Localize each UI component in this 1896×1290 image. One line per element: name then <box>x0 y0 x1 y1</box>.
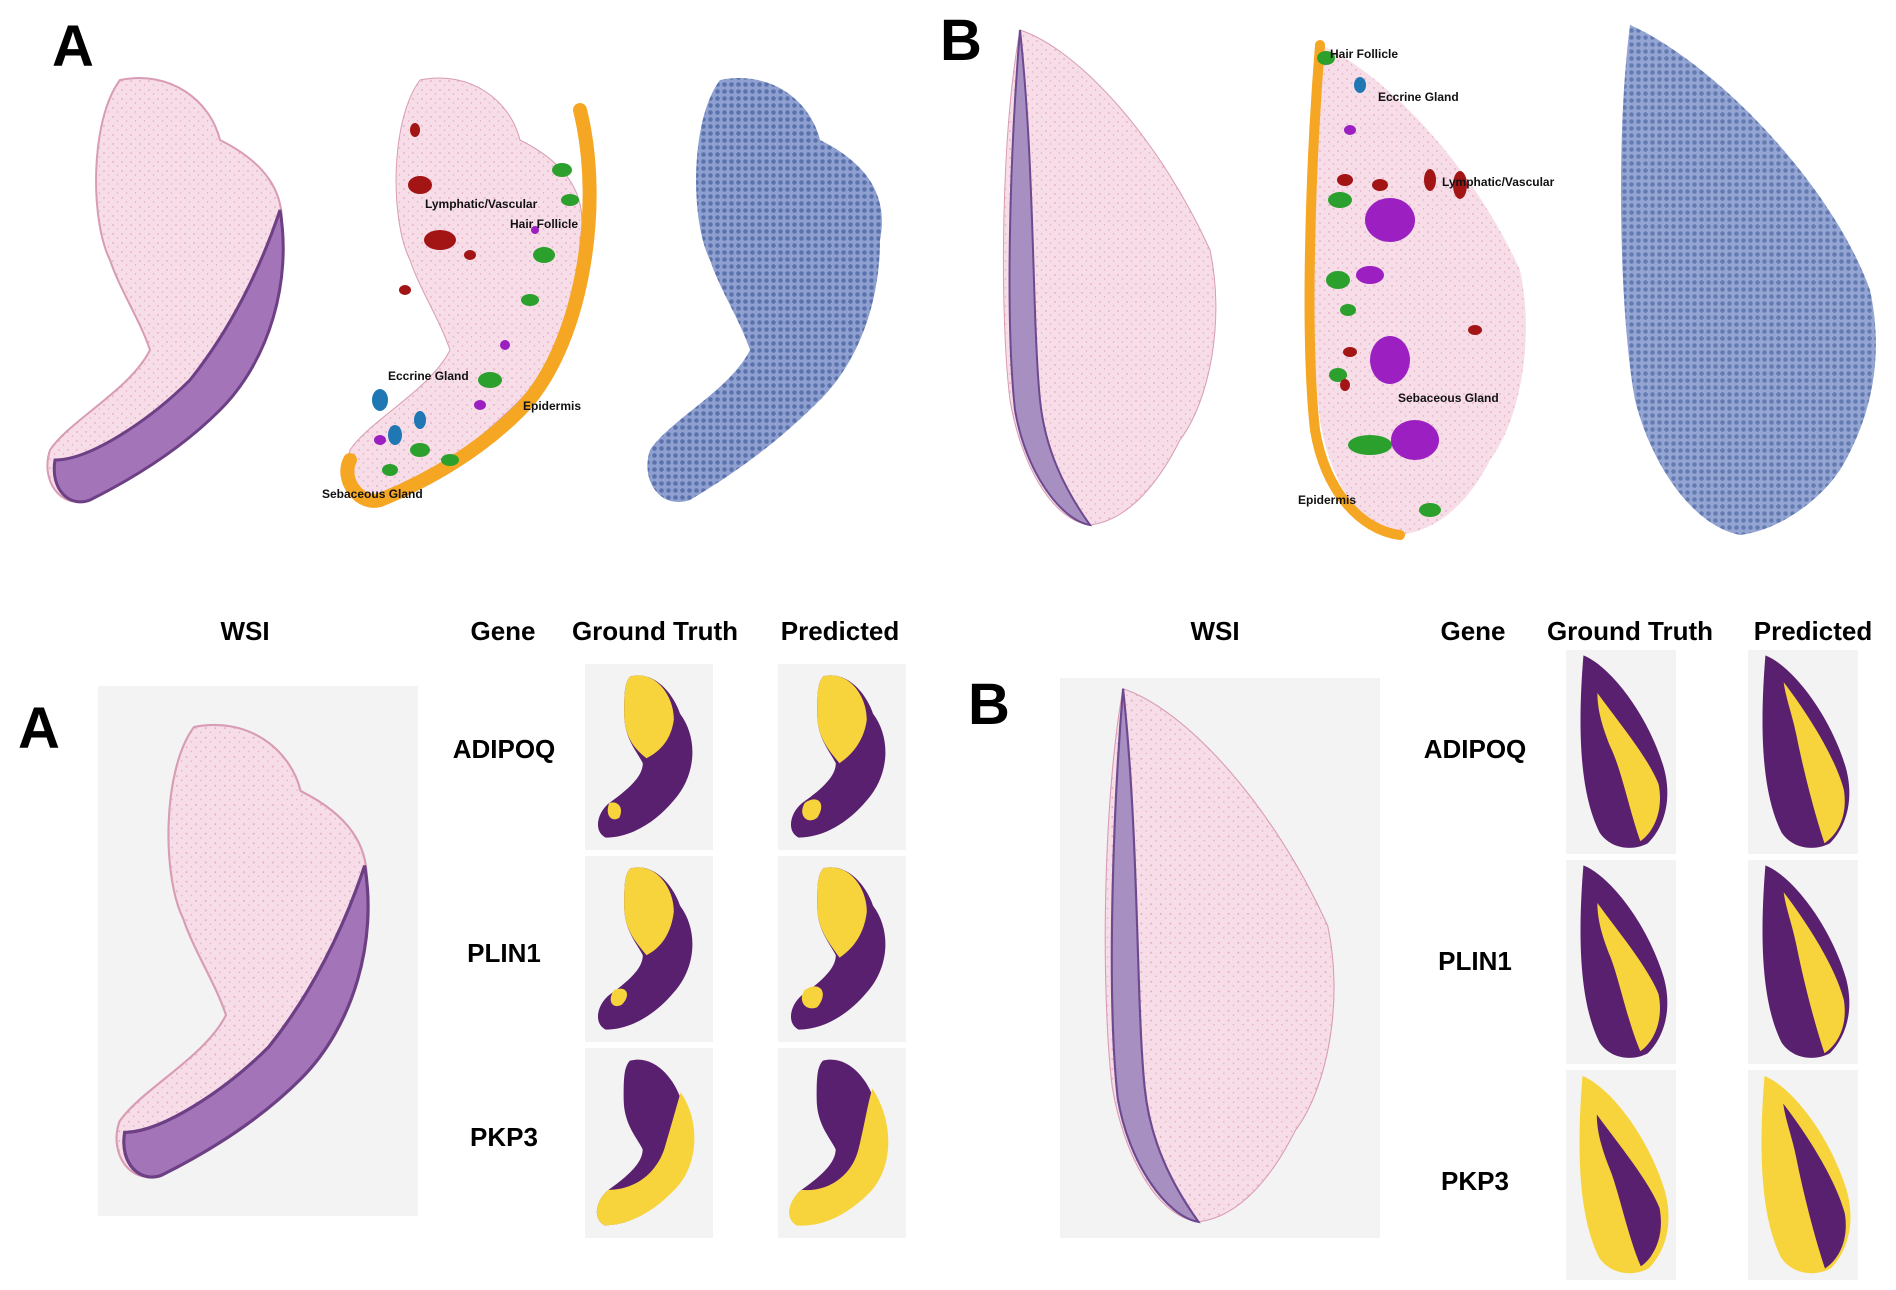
region-label-lymphatic-b: Lymphatic/Vascular <box>1442 175 1555 189</box>
header-wsi-a: WSI <box>220 616 270 646</box>
expr-a-plin1-pred <box>778 856 906 1042</box>
expr-a-adipoq-pred <box>778 664 906 850</box>
panel-letter-a-bottom: A <box>18 696 60 761</box>
region-label-epidermis-a: Epidermis <box>523 399 582 413</box>
expr-b-adipoq-pred <box>1748 650 1858 854</box>
gene-label-b-1: PLIN1 <box>1438 946 1512 976</box>
header-gt-a: Ground Truth <box>571 616 739 646</box>
region-label-epidermis-b: Epidermis <box>1298 493 1357 507</box>
region-label-eccrine-a: Eccrine Gland <box>388 369 469 383</box>
tissue-a-spots <box>630 60 930 520</box>
expr-a-pkp3-pred <box>778 1048 906 1238</box>
region-label-sebaceous-a: Sebaceous Gland <box>322 487 423 501</box>
tissue-a-he <box>30 60 330 520</box>
tissue-b-he <box>990 20 1230 540</box>
tissue-b-annotated <box>1300 40 1560 540</box>
header-wsi-b: WSI <box>1190 616 1240 646</box>
region-label-eccrine-b: Eccrine Gland <box>1378 90 1459 104</box>
gene-label-b-2: PKP3 <box>1441 1166 1509 1196</box>
expr-b-adipoq-gt <box>1566 650 1676 854</box>
region-label-sebaceous-b: Sebaceous Gland <box>1398 391 1499 405</box>
region-label-lymphatic-a: Lymphatic/Vascular <box>425 197 538 211</box>
expr-b-plin1-gt <box>1566 860 1676 1064</box>
panel-letter-b-bottom: B <box>968 672 1010 737</box>
header-gene-b: Gene <box>1440 616 1506 646</box>
gene-label-b-0: ADIPOQ <box>1423 734 1527 764</box>
expr-a-plin1-gt <box>585 856 713 1042</box>
wsi-a-image <box>98 686 418 1216</box>
header-gene-a: Gene <box>470 616 536 646</box>
expr-a-pkp3-gt <box>585 1048 713 1238</box>
header-gt-b: Ground Truth <box>1546 616 1714 646</box>
expr-b-pkp3-gt <box>1566 1070 1676 1280</box>
gene-label-a-0: ADIPOQ <box>452 734 556 764</box>
header-pred-a: Predicted <box>780 616 900 646</box>
panel-letter-a-top: A <box>52 14 94 79</box>
gene-label-a-1: PLIN1 <box>467 938 541 968</box>
gene-label-a-2: PKP3 <box>470 1122 538 1152</box>
region-label-hair-a: Hair Follicle <box>510 217 579 231</box>
expr-b-pkp3-pred <box>1748 1070 1858 1280</box>
expr-b-plin1-pred <box>1748 860 1858 1064</box>
header-pred-b: Predicted <box>1753 616 1873 646</box>
expr-a-adipoq-gt <box>585 664 713 850</box>
wsi-b-image <box>1060 678 1380 1238</box>
region-label-hair-b: Hair Follicle <box>1330 47 1399 61</box>
panel-letter-b-top: B <box>940 8 982 73</box>
tissue-a-annotated <box>330 60 630 520</box>
tissue-b-spots <box>1600 20 1890 540</box>
